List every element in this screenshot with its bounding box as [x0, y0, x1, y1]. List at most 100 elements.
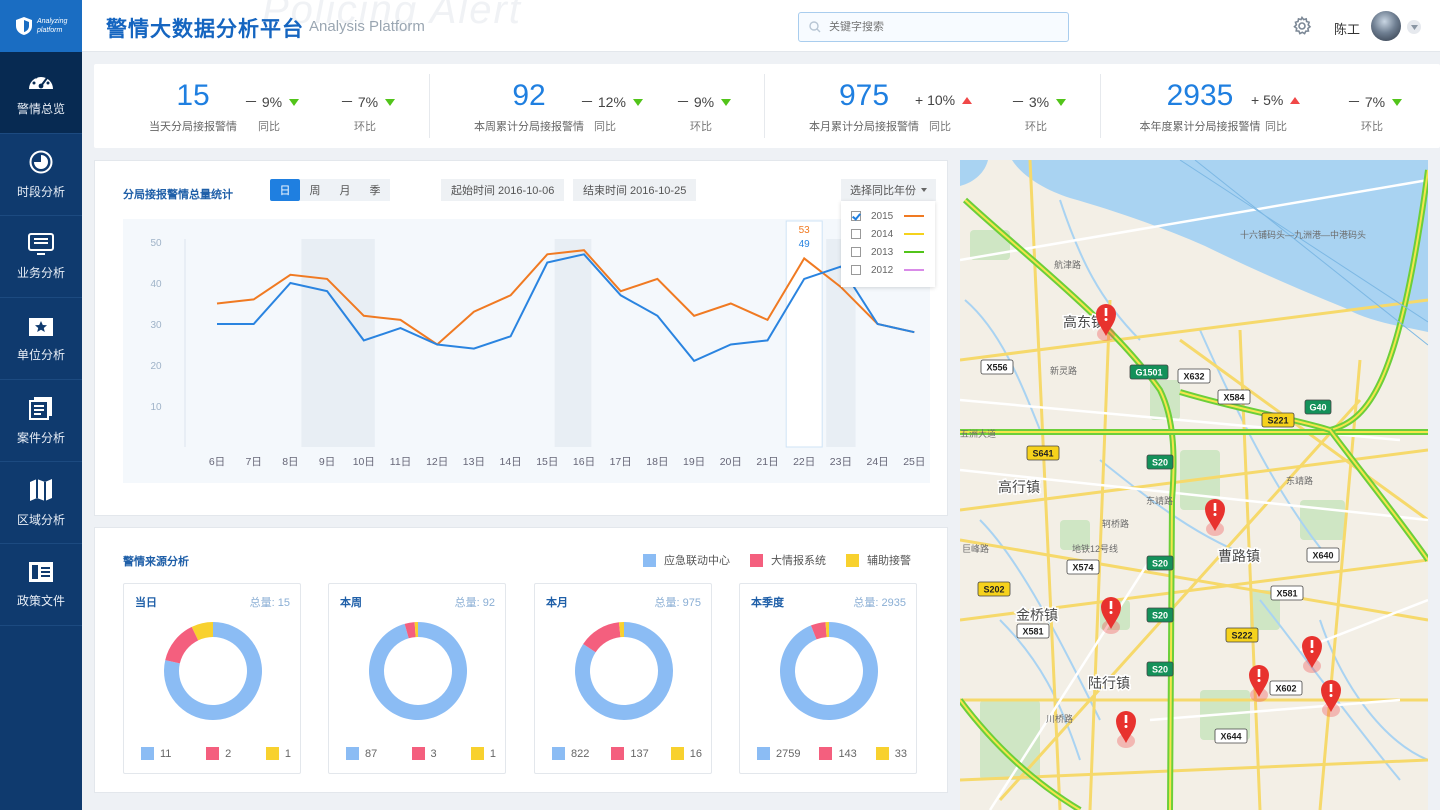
avatar[interactable]: [1371, 11, 1401, 41]
map-park: [980, 700, 1040, 780]
year-option[interactable]: 2014: [851, 225, 925, 243]
alert-marker-icon[interactable]: [1096, 304, 1116, 341]
year-option[interactable]: 2013: [851, 243, 925, 261]
sidebar-item-4[interactable]: 单位分析: [0, 298, 82, 380]
donut-slice-2[interactable]: [404, 622, 416, 639]
year-option[interactable]: 2012: [851, 261, 925, 279]
sidebar-item-6[interactable]: 区域分析: [0, 462, 82, 544]
legend-swatch: [846, 553, 859, 567]
period-tab-1[interactable]: 日: [270, 179, 300, 201]
mom-label: 环比: [690, 121, 712, 133]
sidebar-item-7[interactable]: 政策文件: [0, 544, 82, 626]
map-canal: [1099, 459, 1261, 561]
alert-marker-icon[interactable]: [1302, 636, 1322, 673]
period-tab-2[interactable]: 周: [300, 179, 330, 201]
donut-legend-value: 2: [225, 747, 232, 760]
road-shield: [1026, 445, 1060, 461]
yoy-label: 同比: [258, 121, 280, 133]
legend-swatch: [346, 747, 359, 760]
start-date-picker[interactable]: 起始时间 2016-10-06: [441, 179, 565, 201]
donut-slice-1[interactable]: [575, 622, 673, 720]
alert-marker-icon[interactable]: [1101, 597, 1121, 634]
search-input[interactable]: [829, 21, 1049, 33]
donut-slice-1[interactable]: [780, 622, 878, 720]
donut-legend-value: 822: [571, 747, 590, 760]
mom-label: 环比: [1025, 121, 1047, 133]
donut-card[interactable]: 本周 总量: 92 87 3 1: [328, 583, 506, 774]
stat-label: 当天分局接报警情: [149, 121, 237, 133]
watermark: Policing Alert: [262, 0, 522, 32]
donut-slice-3[interactable]: [825, 622, 829, 638]
map-canal: [1319, 619, 1428, 761]
donut-legend-item: 87: [346, 747, 377, 760]
year-select[interactable]: 选择同比年份: [841, 179, 936, 201]
map-street-label: 新灵路: [1050, 365, 1077, 376]
donut-slice-3[interactable]: [191, 622, 213, 641]
x-tick-label: 13日: [463, 456, 485, 468]
user-name[interactable]: 陈工: [1334, 22, 1361, 37]
stat-group: 92 本周累计分局接报警情 － 12% 同比 － 9% 环比: [430, 64, 765, 148]
x-tick-label: 6日: [209, 456, 225, 468]
donut-legend-item: 2759: [757, 747, 800, 760]
donut-slice-1[interactable]: [369, 622, 467, 720]
donut-slice-2[interactable]: [165, 626, 199, 664]
year-option[interactable]: 2015: [851, 207, 925, 225]
alert-marker-icon[interactable]: [1321, 680, 1341, 717]
road-shield-label: S641: [1032, 449, 1053, 459]
map-river: [960, 160, 988, 186]
yoy-change: + 10%: [915, 92, 973, 108]
series-line-1: [216, 249, 915, 346]
alert-marker-icon[interactable]: [1249, 665, 1269, 702]
donut-slice-3[interactable]: [414, 622, 418, 638]
map-panel[interactable]: 航津路 新灵路 五洲大道 东靖路 东靖路 轲桥路 巨峰路 地铁12号线 川桥路 十六铺码头—九洲港…: [960, 160, 1428, 810]
alert-marker-icon[interactable]: [1116, 711, 1136, 748]
yoy-label: 同比: [1265, 121, 1287, 133]
user-menu-dropdown[interactable]: [1407, 20, 1421, 34]
donut-card[interactable]: 本季度 总量: 2935 2759 143 33: [739, 583, 917, 774]
legend-swatch: [411, 747, 425, 760]
sidebar-item-label: 案件分析: [16, 430, 65, 445]
sidebar-item-3[interactable]: 业务分析: [0, 216, 82, 298]
road-shield-label: G1501: [1135, 368, 1162, 378]
sidebar-item-2[interactable]: 时段分析: [0, 134, 82, 216]
sidebar-item-5[interactable]: 案件分析: [0, 380, 82, 462]
x-tick-label: 25日: [903, 456, 925, 468]
hover-column[interactable]: [785, 220, 823, 448]
donut-legend-item: 1: [265, 747, 291, 760]
donut-slice-2[interactable]: [810, 622, 827, 640]
sidebar-item-label: 时段分析: [16, 184, 65, 199]
donut-card[interactable]: 本月 总量: 975 822 137 16: [534, 583, 712, 774]
donut-slice-1[interactable]: [164, 622, 262, 720]
year-checkbox[interactable]: [851, 265, 861, 275]
donut-slice-2[interactable]: [583, 622, 621, 653]
donut-slice-3[interactable]: [618, 622, 624, 638]
x-tick-label: 12日: [426, 456, 448, 468]
year-checkbox[interactable]: [851, 211, 861, 221]
trend-panel: 分局接报警情总量统计 日周月季 起始时间 2016-10-06 结束时间 201…: [94, 160, 948, 516]
map-street: [960, 468, 1428, 522]
road-shield-label: X640: [1312, 551, 1333, 561]
map-road: [998, 398, 1362, 802]
year-checkbox[interactable]: [851, 229, 861, 239]
end-date-picker[interactable]: 结束时间 2016-10-25: [573, 179, 697, 201]
search-box[interactable]: [798, 12, 1069, 42]
alert-marker-icon[interactable]: [1205, 499, 1225, 536]
period-tab-3[interactable]: 月: [330, 179, 360, 201]
sidebar-item-1[interactable]: 警情总览: [0, 52, 82, 134]
road-shield-label: X632: [1183, 372, 1204, 382]
donut-card-total: 总量: 975: [655, 594, 701, 610]
map-street-label: 航津路: [1054, 259, 1081, 270]
total-prefix: 总量:: [853, 597, 879, 609]
donut-card[interactable]: 当日 总量: 15 11 2 1: [123, 583, 301, 774]
x-tick-label: 7日: [246, 456, 262, 468]
legend-swatch: [552, 747, 565, 760]
map-street-label: 东靖路: [1286, 475, 1313, 486]
gear-icon[interactable]: [1292, 16, 1312, 36]
donut-legend-value: 137: [630, 747, 649, 760]
logo[interactable]: Analyzing platform: [0, 0, 82, 52]
year-checkbox[interactable]: [851, 247, 861, 257]
period-tab-4[interactable]: 季: [360, 179, 390, 201]
star-card-icon: [28, 315, 54, 346]
period-toggle: 日周月季: [270, 179, 390, 201]
